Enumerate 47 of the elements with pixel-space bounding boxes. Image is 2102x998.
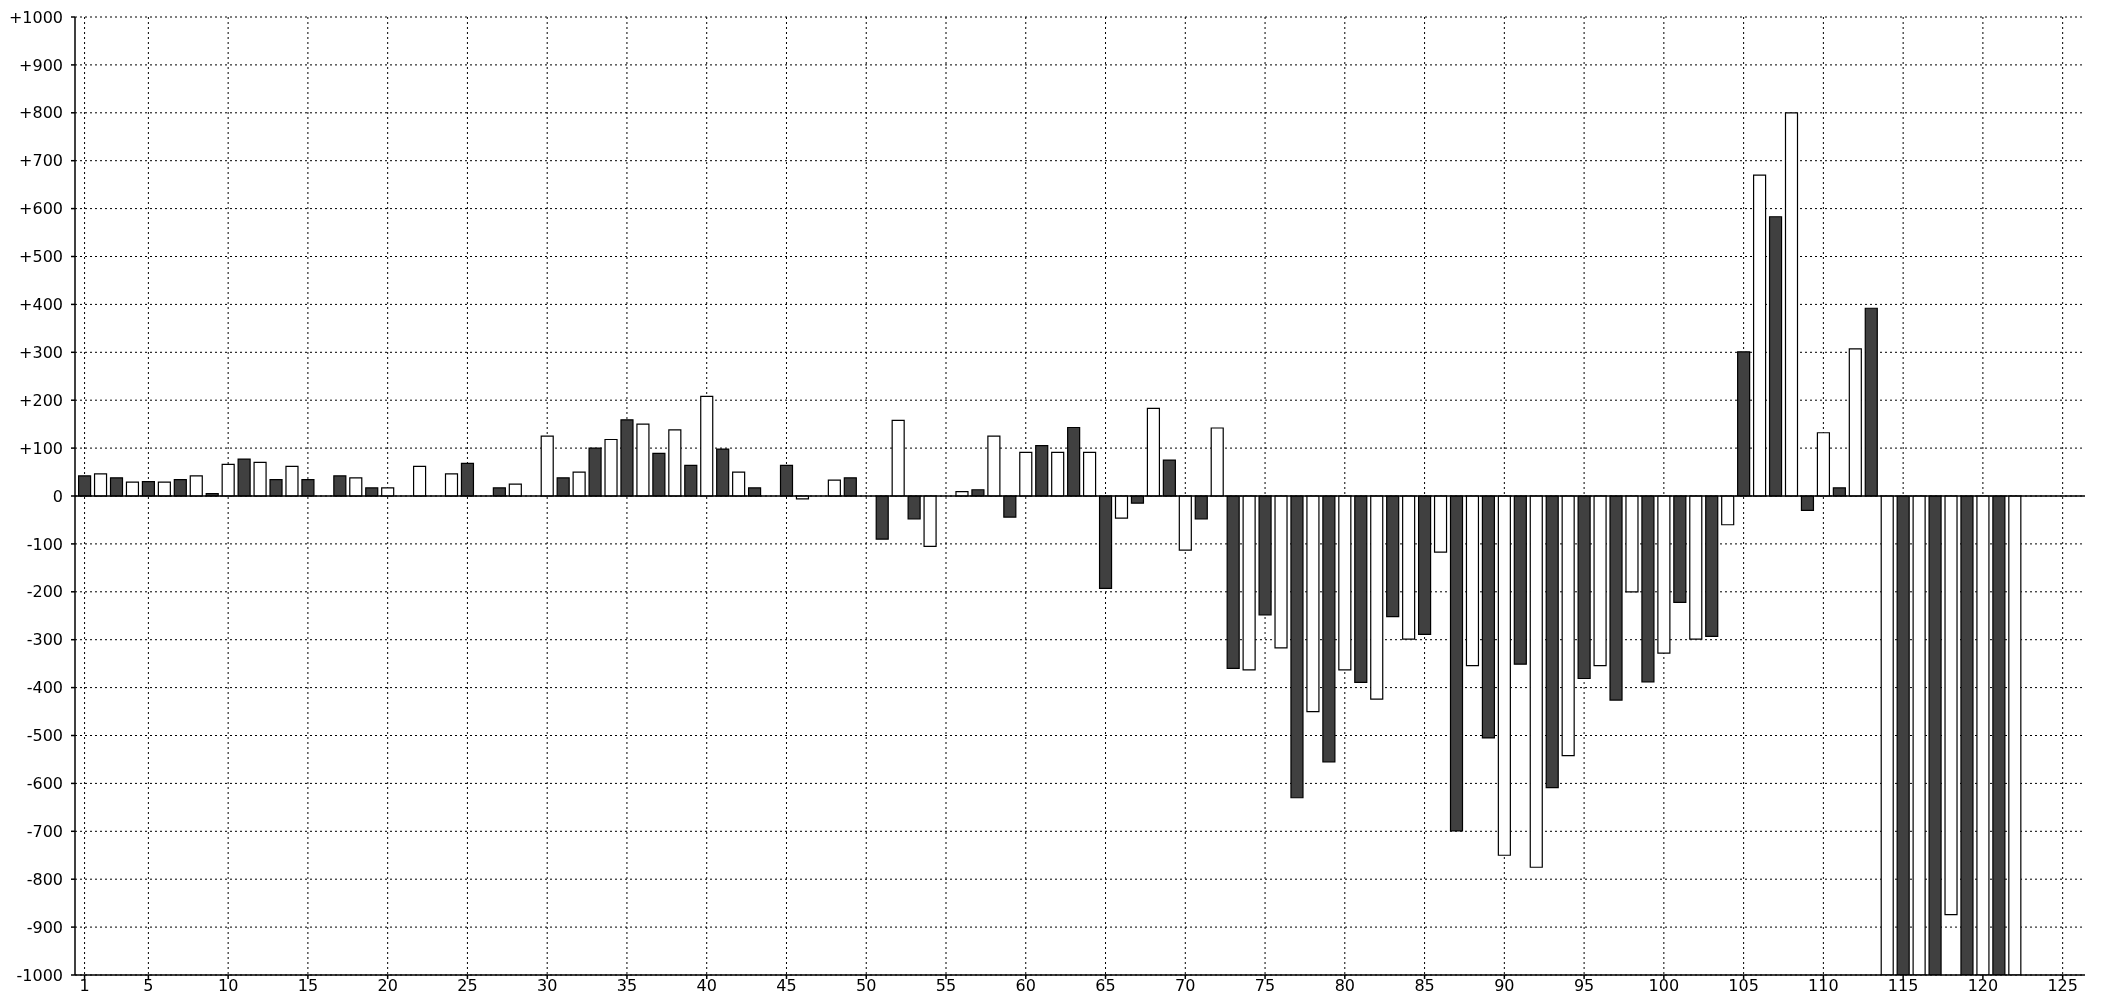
x-tick-label: 10 (217, 976, 239, 996)
x-tick-label: 115 (1887, 976, 1919, 996)
y-tick-label: +1000 (8, 7, 63, 27)
x-tick-label: 90 (1494, 976, 1515, 996)
x-tick-label: 35 (616, 976, 638, 996)
y-tick-label: -500 (26, 726, 63, 746)
y-tick-label: +900 (19, 55, 63, 75)
x-tick-label: 70 (1175, 976, 1196, 996)
x-tick-label: 60 (1015, 976, 1036, 996)
y-tick-label: +600 (19, 199, 63, 219)
x-tick-label: 45 (776, 976, 797, 996)
x-tick-label: 75 (1254, 976, 1276, 996)
y-tick-label: +700 (19, 151, 63, 171)
x-tick-label: 15 (297, 976, 319, 996)
x-tick-label: 85 (1414, 976, 1435, 996)
y-tick-label: -700 (26, 821, 63, 841)
y-tick-label: -900 (26, 917, 63, 937)
x-tick-label: 1 (79, 976, 90, 996)
x-tick-label: 80 (1334, 976, 1355, 996)
y-tick-label: +800 (19, 103, 63, 123)
y-tick-label: +200 (19, 390, 63, 410)
x-tick-label: 50 (856, 976, 877, 996)
y-tick-label: -100 (26, 534, 63, 554)
y-tick-label: -200 (26, 582, 63, 602)
x-tick-label: 110 (1808, 976, 1839, 996)
x-tick-label: 5 (143, 976, 154, 996)
x-tick-label: 95 (1573, 976, 1595, 996)
y-tick-label: -400 (26, 678, 63, 698)
y-tick-label: 0 (52, 486, 63, 506)
x-tick-label: 100 (1648, 976, 1680, 996)
y-tick-label: -300 (26, 630, 63, 650)
x-tick-label: 55 (935, 976, 957, 996)
x-tick-label: 30 (537, 976, 558, 996)
x-tick-label: 125 (2047, 976, 2078, 996)
y-tick-label: +300 (19, 342, 63, 362)
x-tick-label: 105 (1728, 976, 1759, 996)
x-tick-label: 20 (377, 976, 398, 996)
y-tick-label: +100 (19, 438, 63, 458)
y-tick-label: -1000 (16, 965, 63, 985)
x-tick-label: 40 (696, 976, 717, 996)
x-tick-label: 120 (1967, 976, 1999, 996)
y-tick-label: +400 (19, 295, 63, 315)
x-tick-label: 65 (1095, 976, 1116, 996)
y-tick-label: -600 (26, 774, 63, 794)
x-tick-label: 25 (457, 976, 478, 996)
y-tick-label: -800 (26, 869, 63, 889)
y-tick-label: +500 (19, 247, 63, 267)
